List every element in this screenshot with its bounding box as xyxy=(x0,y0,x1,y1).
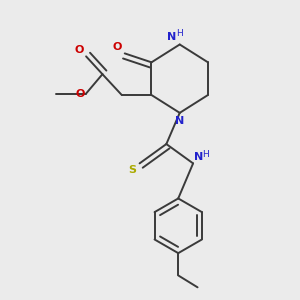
Text: S: S xyxy=(129,165,136,175)
Text: H: H xyxy=(202,150,209,159)
Text: O: O xyxy=(75,88,85,98)
Text: N: N xyxy=(175,116,184,126)
Text: O: O xyxy=(112,42,122,52)
Text: N: N xyxy=(194,152,203,162)
Text: O: O xyxy=(74,45,84,55)
Text: N: N xyxy=(167,32,176,42)
Text: H: H xyxy=(176,29,183,38)
